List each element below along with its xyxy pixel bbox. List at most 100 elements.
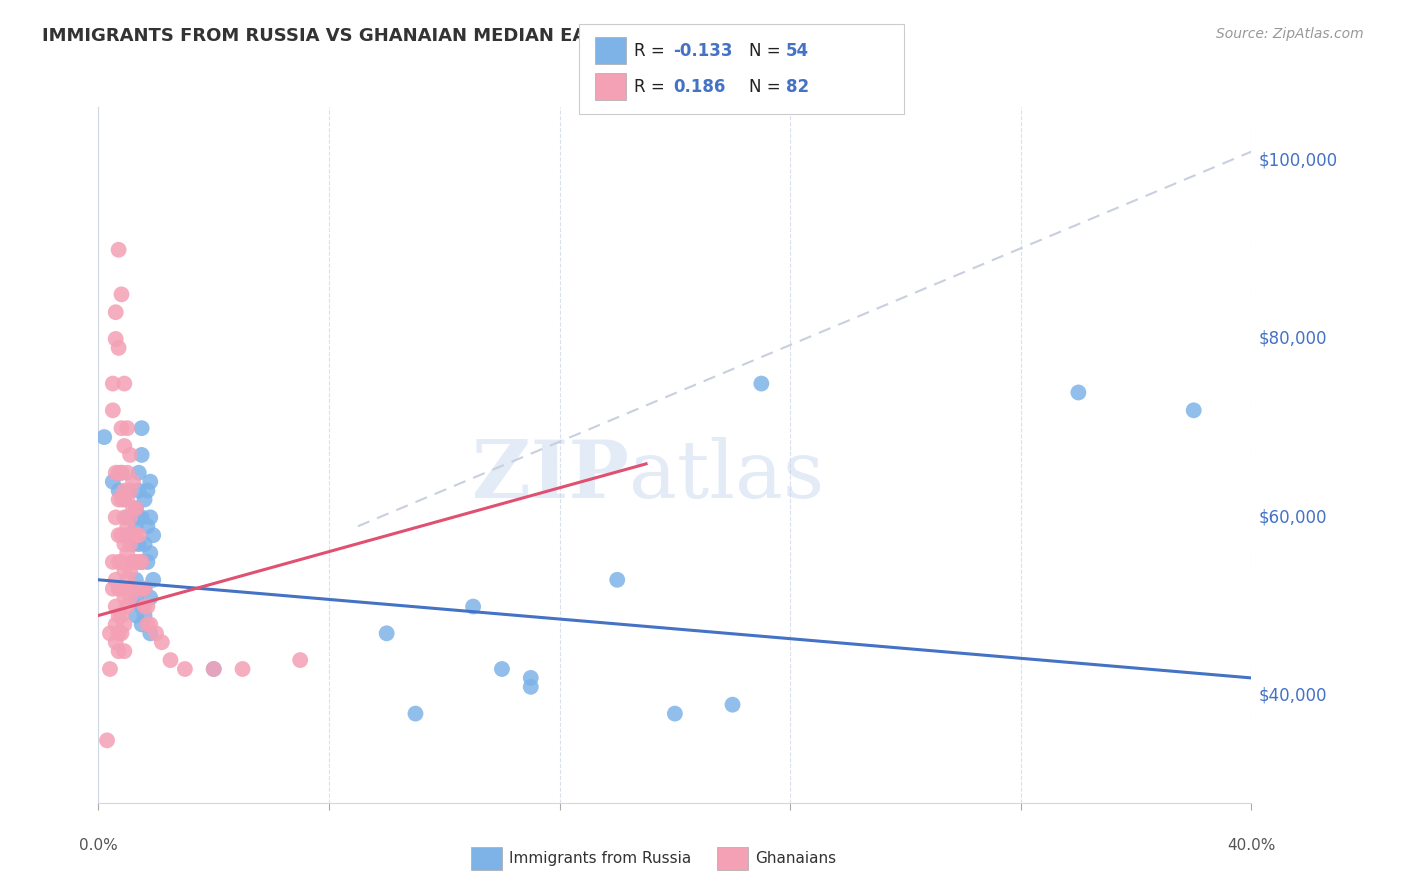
Text: $60,000: $60,000 xyxy=(1258,508,1327,526)
Point xyxy=(128,528,150,542)
Point xyxy=(131,448,153,462)
Point xyxy=(125,501,148,516)
Point xyxy=(117,466,138,480)
Point xyxy=(107,528,129,542)
Point xyxy=(117,546,138,560)
Point xyxy=(93,430,115,444)
Point xyxy=(139,591,162,605)
Point xyxy=(136,555,159,569)
Point xyxy=(142,528,165,542)
Point xyxy=(107,644,129,658)
Point xyxy=(98,662,121,676)
Point xyxy=(125,555,148,569)
Text: 54: 54 xyxy=(786,42,808,60)
Point xyxy=(112,492,135,507)
Point xyxy=(107,626,129,640)
Point xyxy=(461,599,484,614)
Point xyxy=(202,662,225,676)
Point xyxy=(125,582,148,596)
Point xyxy=(120,510,142,524)
Point xyxy=(117,528,138,542)
Text: 0.0%: 0.0% xyxy=(79,838,118,854)
Point xyxy=(104,635,127,649)
Point xyxy=(136,617,159,632)
Point xyxy=(101,403,124,417)
Point xyxy=(120,564,142,578)
Point xyxy=(104,573,127,587)
Point xyxy=(107,492,129,507)
Point xyxy=(139,546,162,560)
Point xyxy=(125,608,148,623)
Point xyxy=(145,626,167,640)
Point xyxy=(134,582,156,596)
Point xyxy=(107,466,129,480)
Point xyxy=(112,591,135,605)
Point xyxy=(134,599,156,614)
Point xyxy=(131,421,153,435)
Text: $40,000: $40,000 xyxy=(1258,687,1327,705)
Point xyxy=(134,608,156,623)
Point xyxy=(125,501,148,516)
Point xyxy=(1067,385,1090,400)
Text: N =: N = xyxy=(749,78,786,95)
Point xyxy=(98,626,121,640)
Point xyxy=(375,626,398,640)
Point xyxy=(136,483,159,498)
Point xyxy=(122,537,145,551)
Point xyxy=(131,555,153,569)
Point xyxy=(112,564,135,578)
Text: $100,000: $100,000 xyxy=(1258,152,1337,169)
Point xyxy=(136,599,159,614)
Point xyxy=(112,376,135,391)
Point xyxy=(139,626,162,640)
Point xyxy=(104,466,127,480)
Point xyxy=(107,243,129,257)
Point xyxy=(101,376,124,391)
Point xyxy=(110,421,132,435)
Point xyxy=(110,528,132,542)
Point xyxy=(120,483,142,498)
Point xyxy=(117,599,138,614)
Point xyxy=(107,608,129,623)
Point xyxy=(134,537,156,551)
Point xyxy=(120,591,142,605)
Point xyxy=(107,555,129,569)
Point xyxy=(107,483,129,498)
Point xyxy=(122,475,145,489)
Point xyxy=(125,591,148,605)
Point xyxy=(491,662,513,676)
Point xyxy=(136,519,159,533)
Point xyxy=(128,483,150,498)
Point xyxy=(110,287,132,301)
Point xyxy=(1182,403,1205,417)
Point xyxy=(107,341,129,355)
Point xyxy=(110,466,132,480)
Point xyxy=(131,582,153,596)
Point xyxy=(150,635,173,649)
Point xyxy=(131,617,153,632)
Point xyxy=(128,582,150,596)
Text: R =: R = xyxy=(634,78,671,95)
Point xyxy=(110,626,132,640)
Point xyxy=(606,573,628,587)
Point xyxy=(122,555,145,569)
Point xyxy=(112,644,135,658)
Text: Ghanaians: Ghanaians xyxy=(755,851,837,865)
Point xyxy=(101,582,124,596)
Point xyxy=(101,555,124,569)
Text: ZIP: ZIP xyxy=(472,437,628,515)
Point xyxy=(174,662,197,676)
Point xyxy=(117,421,138,435)
Point xyxy=(131,582,153,596)
Text: R =: R = xyxy=(634,42,671,60)
Text: $80,000: $80,000 xyxy=(1258,330,1327,348)
Point xyxy=(122,582,145,596)
Point xyxy=(134,582,156,596)
Point xyxy=(159,653,181,667)
Text: 40.0%: 40.0% xyxy=(1227,838,1275,854)
Point xyxy=(128,582,150,596)
Point xyxy=(101,475,124,489)
Point xyxy=(128,510,150,524)
Point xyxy=(104,510,127,524)
Point xyxy=(231,662,254,676)
